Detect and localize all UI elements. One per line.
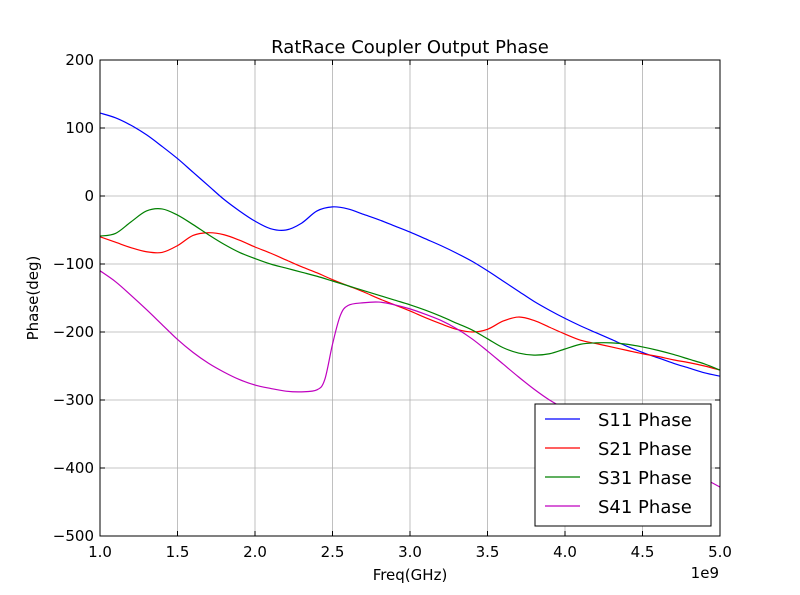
x-tick-label: 3.0 <box>398 543 422 561</box>
x-tick-label: 4.0 <box>553 543 577 561</box>
legend-label-s41-phase: S41 Phase <box>598 497 692 518</box>
y-tick-label: −300 <box>53 391 94 409</box>
legend-label-s31-phase: S31 Phase <box>598 468 692 489</box>
series-line-s11-phase <box>100 112 720 377</box>
axis-ticks: 1.0 1.5 2.0 2.5 3.0 3.5 4.0 4.5 5.0 200 100 0 −100 −2… <box>53 51 732 561</box>
legend-label-s21-phase: S21 Phase <box>598 439 692 460</box>
x-tick-label: 2.5 <box>321 543 345 561</box>
y-tick-label: −200 <box>53 323 94 341</box>
chart-title: RatRace Coupler Output Phase <box>271 37 549 58</box>
x-tick-label: 5.0 <box>708 543 732 561</box>
y-tick-label: −100 <box>53 255 94 273</box>
y-tick-label: 200 <box>65 51 94 69</box>
legend-label-s11-phase: S11 Phase <box>598 410 692 431</box>
x-axis-offset-label: 1e9 <box>691 564 719 582</box>
x-tick-label: 3.5 <box>476 543 500 561</box>
x-tick-label: 2.0 <box>243 543 267 561</box>
legend: S11 Phase S21 Phase S31 Phase S41 Phase <box>534 403 712 527</box>
x-axis-label: Freq(GHz) <box>373 566 448 584</box>
y-tick-label: 0 <box>84 187 94 205</box>
x-tick-label: 4.5 <box>631 543 655 561</box>
y-tick-label: −400 <box>53 459 94 477</box>
y-tick-label: 100 <box>65 119 94 137</box>
x-tick-label: 1.0 <box>88 543 112 561</box>
series-line-s31-phase <box>100 208 720 371</box>
x-tick-label: 1.5 <box>166 543 190 561</box>
y-axis-label: Phase(deg) <box>24 256 42 341</box>
y-tick-label: −500 <box>53 527 94 545</box>
series-line-s21-phase <box>100 232 720 371</box>
